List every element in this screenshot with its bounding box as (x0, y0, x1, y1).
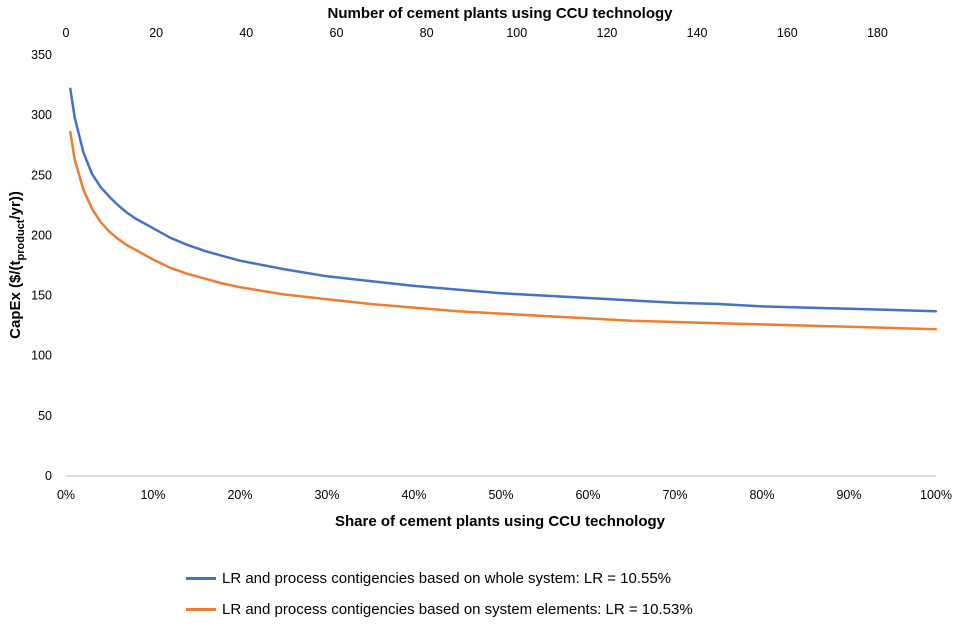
series-line-system-elements (69, 130, 938, 331)
top-x-tick-label: 140 (687, 26, 708, 40)
legend-label-whole-system: LR and process contigencies based on who… (222, 570, 672, 587)
top-x-tick-label: 20 (149, 26, 163, 40)
legend-label-system-elements: LR and process contigencies based on sys… (222, 601, 693, 618)
x-axis-title: Share of cement plants using CCU technol… (335, 513, 666, 530)
y-tick-label: 250 (31, 168, 52, 182)
x-tick-label: 100% (920, 488, 952, 502)
x-tick-label: 40% (401, 488, 426, 502)
legend-item-system-elements: LR and process contigencies based on sys… (186, 601, 693, 618)
x-tick-label: 30% (314, 488, 339, 502)
top-x-tick-label: 100 (506, 26, 527, 40)
x-tick-label: 0% (57, 488, 75, 502)
y-axis-title-end: /yr)) (7, 191, 24, 219)
y-tick-label: 0 (45, 469, 52, 483)
top-x-tick-label: 120 (597, 26, 618, 40)
y-axis-title-main: CapEx ($/(t (7, 260, 24, 338)
y-tick-label: 150 (31, 289, 52, 303)
x-tick-label: 10% (140, 488, 165, 502)
y-tick-label: 200 (31, 228, 52, 242)
y-tick-label: 300 (31, 108, 52, 122)
y-axis-title-subscript: product (15, 219, 27, 260)
legend-item-whole-system: LR and process contigencies based on who… (186, 570, 671, 587)
x-tick-label: 20% (227, 488, 252, 502)
legend-swatch-whole-system (186, 577, 216, 580)
top-x-axis-title: Number of cement plants using CCU techno… (327, 5, 673, 22)
series-lines (69, 87, 938, 331)
y-axis-title: CapEx ($/(tproduct/yr)) (7, 191, 27, 339)
x-tick-label: 60% (575, 488, 600, 502)
y-tick-label: 50 (38, 409, 52, 423)
top-x-tick-label: 80 (420, 26, 434, 40)
y-axis-ticks: 0 50 100 150 200 250 300 350 (31, 48, 52, 483)
x-tick-label: 70% (662, 488, 687, 502)
x-axis-ticks: 0% 10% 20% 30% 40% 50% 60% 70% 80% 90% 100% (57, 488, 952, 502)
y-tick-label: 350 (31, 48, 52, 62)
top-x-tick-label: 40 (239, 26, 253, 40)
y-tick-label: 100 (31, 349, 52, 363)
series-line-whole-system (69, 87, 938, 313)
x-tick-label: 50% (488, 488, 513, 502)
top-x-tick-label: 160 (777, 26, 798, 40)
top-x-axis-ticks: 0 20 40 60 80 100 120 140 160 180 (63, 26, 888, 40)
x-tick-label: 80% (749, 488, 774, 502)
legend-swatch-system-elements (186, 608, 216, 611)
top-x-tick-label: 180 (867, 26, 888, 40)
x-tick-label: 90% (836, 488, 861, 502)
top-x-tick-label: 60 (330, 26, 344, 40)
top-x-tick-label: 0 (63, 26, 70, 40)
